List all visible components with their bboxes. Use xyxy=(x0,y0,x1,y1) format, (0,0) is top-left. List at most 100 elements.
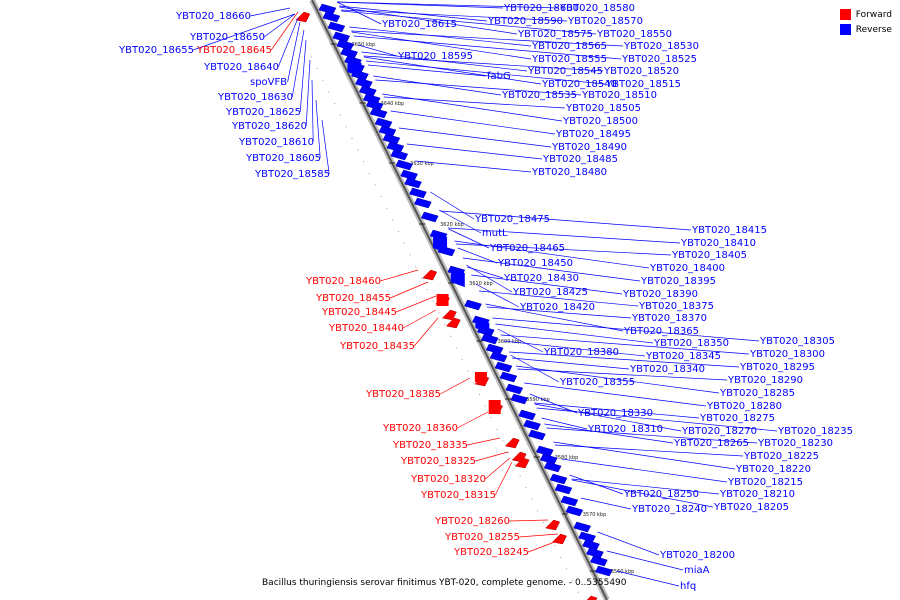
label-leader-left xyxy=(467,437,501,446)
label-leader-right xyxy=(462,257,641,282)
gene-label-left: YBT020_18335 xyxy=(392,440,468,451)
forward-gene-arrow xyxy=(441,309,457,321)
label-leader-right xyxy=(430,191,475,220)
label-leader-right xyxy=(375,79,582,96)
forward-gene-arrow xyxy=(545,519,561,531)
gene-label-right: YBT020_18310 xyxy=(587,424,663,435)
gene-label-right: YBT020_18555 xyxy=(531,54,607,65)
label-leader-right xyxy=(571,478,720,495)
gene-label-right: YBT020_18500 xyxy=(562,116,638,127)
gene-label-right: YBT020_18225 xyxy=(743,451,819,462)
gene-label-left: YBT020_18440 xyxy=(328,323,404,334)
label-leader-right xyxy=(466,264,513,293)
forward-gene-arrow xyxy=(422,269,438,281)
label-leader-left xyxy=(396,295,437,313)
gene-label-right: YBT020_18215 xyxy=(727,477,803,488)
reverse-gene-arrow xyxy=(489,351,508,363)
gene-label-right: YBT020_18575 xyxy=(517,29,593,40)
gene-label-right: YBT020_18570 xyxy=(567,16,643,27)
label-leader-left xyxy=(380,269,419,282)
reverse-gene-arrow xyxy=(480,333,499,345)
gene-label-right: YBT020_18565 xyxy=(531,41,607,52)
reverse-gene-arrow xyxy=(404,177,422,189)
gene-label-right: YBT020_18350 xyxy=(653,338,729,349)
gene-label-right: YBT020_18430 xyxy=(503,273,579,284)
label-leader-left xyxy=(321,119,330,175)
gene-label-right: YBT020_18365 xyxy=(623,326,699,337)
legend-reverse-swatch xyxy=(839,24,851,35)
label-leader-right xyxy=(448,227,681,244)
label-leader-right xyxy=(529,393,578,414)
gene-label-right: YBT020_18535 xyxy=(501,90,577,101)
gene-label-right: YBT020_18340 xyxy=(629,364,705,375)
legend-forward-label: Forward xyxy=(855,9,892,20)
gene-label-right: YBT020_18540 xyxy=(541,79,617,90)
axis-tick-label: 3630 kbp xyxy=(410,161,434,167)
label-leader-left xyxy=(457,411,489,429)
gene-label-right: YBT020_18395 xyxy=(640,276,716,287)
label-leader-left xyxy=(193,13,296,51)
label-leader-right xyxy=(553,441,736,470)
label-leader-right xyxy=(616,570,680,587)
label-leader-left xyxy=(519,533,559,538)
gene-label-right: mutL xyxy=(482,228,508,239)
label-leader-right xyxy=(382,93,563,122)
gene-label-left: YBT020_18360 xyxy=(382,423,458,434)
gene-label-right: YBT020_18345 xyxy=(645,351,721,362)
gene-label-right: YBT020_18495 xyxy=(555,129,631,140)
label-leader-right xyxy=(475,283,520,308)
reverse-gene-arrow xyxy=(464,299,482,311)
label-leader-right xyxy=(509,351,740,368)
gene-label-left: YBT020_18455 xyxy=(315,293,391,304)
label-leader-left xyxy=(528,539,561,553)
legend-reverse: Reverse xyxy=(839,24,892,35)
legend-reverse-label: Reverse xyxy=(855,24,892,35)
gene-label-right: YBT020_18450 xyxy=(497,258,573,269)
gene-label-right: YBT020_18240 xyxy=(631,504,707,515)
label-leader-left xyxy=(475,451,509,462)
gene-label-right: YBT020_18230 xyxy=(757,438,833,449)
axis-tick-label: 3580 kbp xyxy=(555,455,579,461)
gene-label-right: YBT020_18485 xyxy=(542,154,618,165)
gene-label-right: YBT020_18355 xyxy=(559,377,635,388)
gene-label-right: YBT020_18400 xyxy=(649,263,725,274)
label-leader-right xyxy=(349,26,532,47)
label-leader-left xyxy=(263,13,296,38)
label-leader-left xyxy=(277,17,299,68)
gene-label-right: YBT020_18520 xyxy=(603,66,679,77)
label-leader-right xyxy=(336,1,382,25)
gene-label-right: YBT020_18285 xyxy=(719,388,795,399)
reverse-gene-arrow xyxy=(413,197,432,209)
label-leader-right xyxy=(351,30,624,47)
label-leader-right xyxy=(541,417,588,430)
label-leader-right xyxy=(365,60,606,85)
label-leader-left xyxy=(291,29,305,98)
gene-label-right: YBT020_18525 xyxy=(621,54,697,65)
label-leader-right xyxy=(439,210,692,231)
label-leader-left xyxy=(440,377,471,395)
reverse-gene-block xyxy=(475,318,490,334)
gene-label-left: YBT020_18625 xyxy=(225,107,301,118)
forward-gene-arrow xyxy=(552,533,567,545)
label-leader-right xyxy=(580,497,632,510)
reverse-gene-arrow xyxy=(518,409,536,421)
reverse-gene-arrow xyxy=(369,107,388,119)
reverse-gene-arrow xyxy=(395,159,414,171)
gene-label-left: YBT020_18315 xyxy=(420,490,496,501)
gene-label-right: YBT020_18600 xyxy=(503,3,579,14)
gene-label-right: YBT020_18590 xyxy=(487,16,563,27)
label-leader-right xyxy=(492,317,760,342)
gene-label-left: YBT020_18460 xyxy=(305,276,381,287)
reverse-gene-arrow xyxy=(528,429,546,441)
label-leader-right xyxy=(597,531,660,556)
gene-label-right: YBT020_18205 xyxy=(713,502,789,513)
label-leader-left xyxy=(403,309,437,329)
gene-label-right: YBT020_18295 xyxy=(739,362,815,373)
label-leader-right xyxy=(534,403,682,432)
label-leader-left xyxy=(390,281,429,299)
gene-label-left: YBT020_18255 xyxy=(444,532,520,543)
gene-label-right: YBT020_18270 xyxy=(681,426,757,437)
forward-gene-block xyxy=(488,400,501,414)
gene-label-right: YBT020_18250 xyxy=(623,489,699,500)
